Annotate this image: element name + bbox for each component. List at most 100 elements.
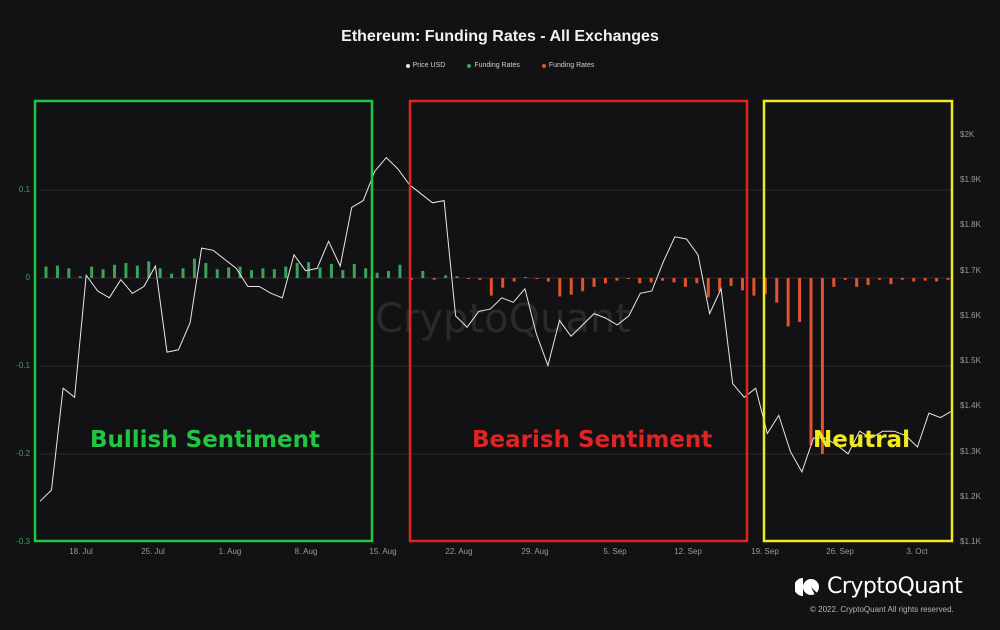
funding-bar-negative: [935, 278, 939, 282]
funding-bar-positive: [78, 276, 82, 278]
funding-bar-positive: [55, 265, 59, 278]
copyright-text: © 2022. CryptoQuant All rights reserved.: [810, 605, 954, 614]
y-right-tick: $1.1K: [960, 537, 981, 546]
funding-bar-positive: [455, 276, 459, 278]
legend-dot-icon: [467, 63, 472, 68]
funding-bar-negative: [946, 278, 950, 280]
funding-bar-negative: [649, 278, 653, 283]
funding-bar-negative: [718, 278, 722, 292]
funding-bar-positive: [170, 273, 174, 278]
funding-bar-positive: [387, 270, 391, 278]
legend-item-funding-positive[interactable]: Funding Rates: [467, 62, 520, 69]
funding-bar-negative: [809, 278, 813, 446]
funding-bar-negative: [638, 278, 642, 284]
y-right-tick: $1.4K: [960, 401, 981, 411]
funding-bar-positive: [158, 268, 162, 278]
funding-bar-positive: [135, 265, 139, 278]
funding-bar-negative: [558, 278, 562, 297]
cryptoquant-logo-icon: [795, 577, 819, 596]
y-left-tick: -0.1: [16, 361, 30, 370]
annotation-bearish: Bearish Sentiment: [472, 427, 713, 453]
funding-bar-positive: [124, 263, 128, 278]
legend-dot-icon: [405, 63, 410, 68]
annotation-neutral: Neutral: [813, 427, 910, 453]
funding-bar-positive: [204, 263, 208, 278]
funding-bar-negative: [615, 278, 619, 281]
funding-bar-positive: [113, 264, 117, 278]
x-tick: 5. Sep: [603, 547, 627, 556]
funding-bar-negative: [466, 278, 470, 279]
brand-logo: CryptoQuant: [795, 574, 963, 599]
funding-bar-negative: [740, 278, 744, 291]
x-tick: 19. Sep: [751, 547, 779, 556]
funding-bar-negative: [843, 278, 847, 280]
x-tick: 1. Aug: [218, 547, 242, 556]
funding-bar-positive: [341, 270, 345, 278]
funding-bar-positive: [261, 268, 265, 278]
y-right-tick: $2K: [960, 130, 975, 139]
x-tick: 25. Jul: [141, 547, 165, 556]
funding-bar-negative: [489, 278, 493, 296]
funding-bar-positive: [421, 270, 425, 278]
x-tick: 12. Sep: [674, 547, 702, 556]
funding-bar-positive: [67, 268, 71, 278]
y-left-tick: 0: [25, 273, 30, 282]
bullish-box: [33, 99, 374, 543]
funding-bar-positive: [272, 269, 276, 278]
funding-bar-positive: [295, 263, 299, 278]
legend-label: Price USD: [412, 62, 446, 69]
funding-bar-negative: [672, 278, 676, 283]
chart-title: Ethereum: Funding Rates - All Exchanges: [341, 28, 659, 45]
funding-bar-positive: [90, 266, 94, 278]
funding-bar-positive: [318, 267, 322, 278]
y-right-tick: $1.3K: [960, 446, 981, 456]
funding-bar-negative: [729, 278, 733, 286]
funding-bar-negative: [763, 278, 767, 294]
funding-bar-positive: [227, 267, 231, 278]
funding-bar-negative: [569, 278, 573, 295]
y-right-tick: $1.8K: [960, 220, 981, 230]
funding-bar-negative: [626, 278, 630, 279]
bearish-box: [408, 99, 749, 543]
x-tick: 18. Jul: [69, 547, 93, 556]
y-right-tick: $1.5K: [960, 356, 981, 366]
funding-bar-negative: [546, 278, 550, 282]
y-right-tick: $1.9K: [960, 175, 981, 185]
neutral-box: [762, 99, 954, 543]
funding-bar-negative: [512, 278, 516, 282]
brand-name: CryptoQuant: [827, 574, 963, 599]
funding-bar-negative: [535, 278, 539, 279]
funding-bar-negative: [661, 278, 665, 281]
chart-legend: Price USD Funding Rates Funding Rates: [0, 62, 1000, 69]
funding-bar-positive: [524, 277, 528, 278]
legend-item-funding-negative[interactable]: Funding Rates: [541, 62, 594, 69]
funding-bar-negative: [695, 278, 699, 284]
y-right-tick: $1.7K: [960, 265, 981, 275]
funding-bar-positive: [284, 266, 288, 278]
funding-bar-negative: [775, 278, 779, 303]
funding-bar-negative: [923, 278, 927, 281]
x-tick: 3. Oct: [906, 547, 928, 556]
funding-bar-positive: [147, 261, 151, 278]
funding-bar-negative: [683, 278, 687, 287]
funding-bar-negative: [820, 278, 824, 454]
x-tick: 26. Sep: [826, 547, 854, 556]
funding-bar-negative: [889, 278, 893, 285]
funding-bar-negative: [866, 278, 870, 286]
funding-bar-positive: [101, 269, 105, 278]
annotation-bullish: Bullish Sentiment: [90, 427, 320, 453]
price-line: [39, 156, 953, 502]
y-right-tick: $1.6K: [960, 310, 981, 320]
funding-bar-negative: [603, 278, 607, 284]
funding-bar-positive: [398, 264, 402, 278]
legend-label: Funding Rates: [474, 62, 520, 69]
x-tick: 8. Aug: [294, 547, 318, 556]
funding-bar-negative: [877, 278, 881, 280]
funding-bar-negative: [409, 278, 413, 280]
x-tick: 22. Aug: [445, 547, 473, 556]
funding-bar-negative: [912, 278, 916, 282]
legend-item-price[interactable]: Price USD: [405, 62, 446, 69]
funding-bar-negative: [581, 278, 585, 292]
funding-bar-positive: [329, 263, 333, 278]
